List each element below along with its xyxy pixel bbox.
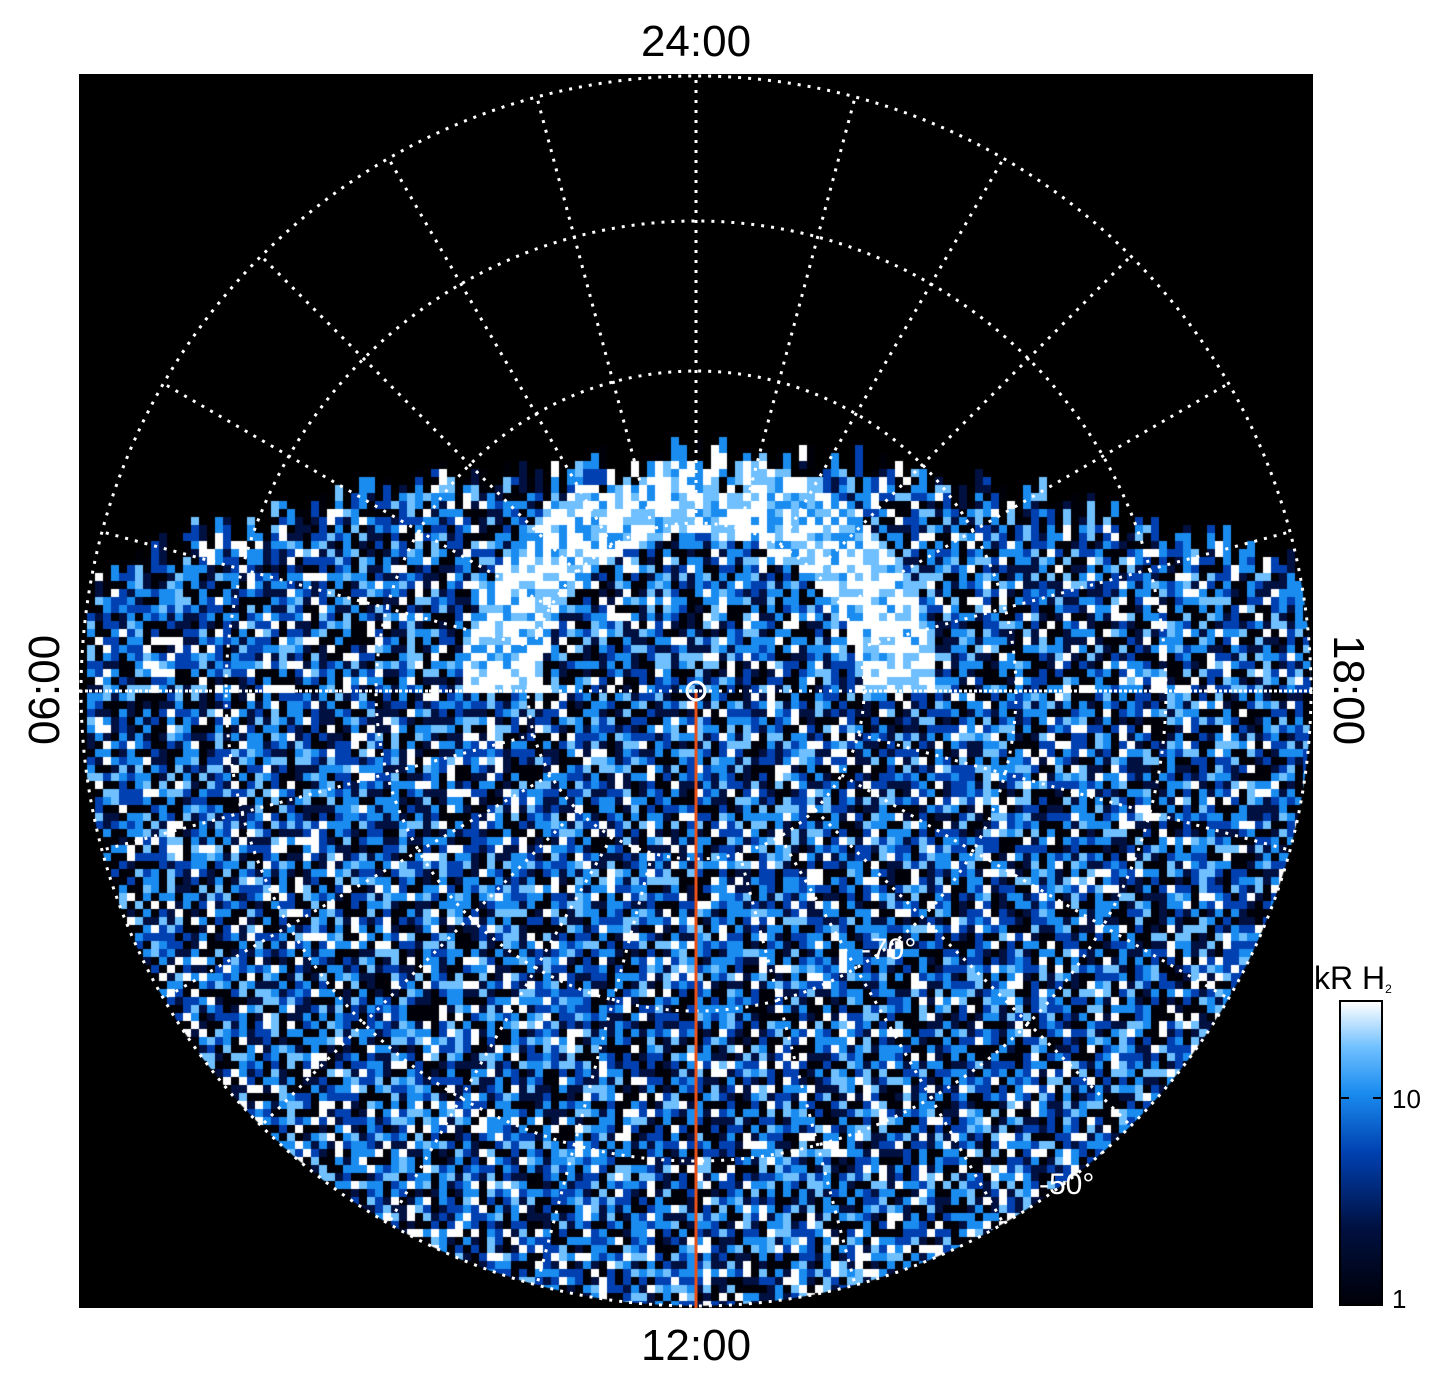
longitude-spoke: [101, 733, 535, 852]
colorbar-title-subscript: 2: [1385, 982, 1392, 996]
longitude-spoke: [778, 157, 1005, 547]
latitude-label-70: -70°: [861, 933, 916, 966]
longitude-spoke: [813, 808, 1132, 1127]
local-time-label-dusk: 18:00: [1324, 634, 1373, 746]
longitude-spoke: [260, 255, 579, 574]
longitude-spokes: [81, 76, 1311, 1306]
colorbar-major-tick: [1373, 1097, 1383, 1099]
colorbar-title-text: kR H: [1314, 960, 1386, 996]
local-time-label-dawn: 06:00: [20, 634, 69, 746]
longitude-spoke: [738, 96, 857, 530]
colorbar-tick-10: 10: [1392, 1084, 1421, 1114]
longitude-spoke: [840, 773, 1230, 1000]
longitude-spoke: [162, 382, 552, 609]
longitude-spoke: [535, 96, 654, 530]
longitude-spoke: [387, 835, 614, 1225]
local-time-label-noon: 12:00: [640, 1321, 752, 1370]
colorbar-major-tick: [1339, 1097, 1349, 1099]
longitude-spoke: [738, 852, 857, 1286]
pole-center-dot: [694, 689, 698, 693]
longitude-spoke: [857, 733, 1291, 852]
longitude-spoke: [535, 852, 654, 1286]
longitude-spoke: [840, 382, 1230, 609]
longitude-spoke: [162, 773, 552, 1000]
polar-grid-overlay: -70° -50°: [79, 74, 1313, 1308]
colorbar-title: kR H2: [1314, 962, 1392, 1001]
longitude-spoke: [857, 530, 1291, 649]
polar-projection-image: -70° -50°: [79, 74, 1313, 1308]
longitude-spoke: [260, 808, 579, 1127]
latitude-label-50: -50°: [1039, 1168, 1094, 1201]
local-time-label-midnight: 24:00: [640, 17, 752, 66]
longitude-spoke: [387, 157, 614, 547]
longitude-spoke: [813, 255, 1132, 574]
longitude-spoke: [101, 530, 535, 649]
longitude-spoke: [778, 835, 1005, 1225]
intensity-colorbar: [1339, 1000, 1383, 1306]
colorbar-tick-1: 1: [1392, 1284, 1407, 1314]
pole-marker-icon: [685, 680, 707, 702]
